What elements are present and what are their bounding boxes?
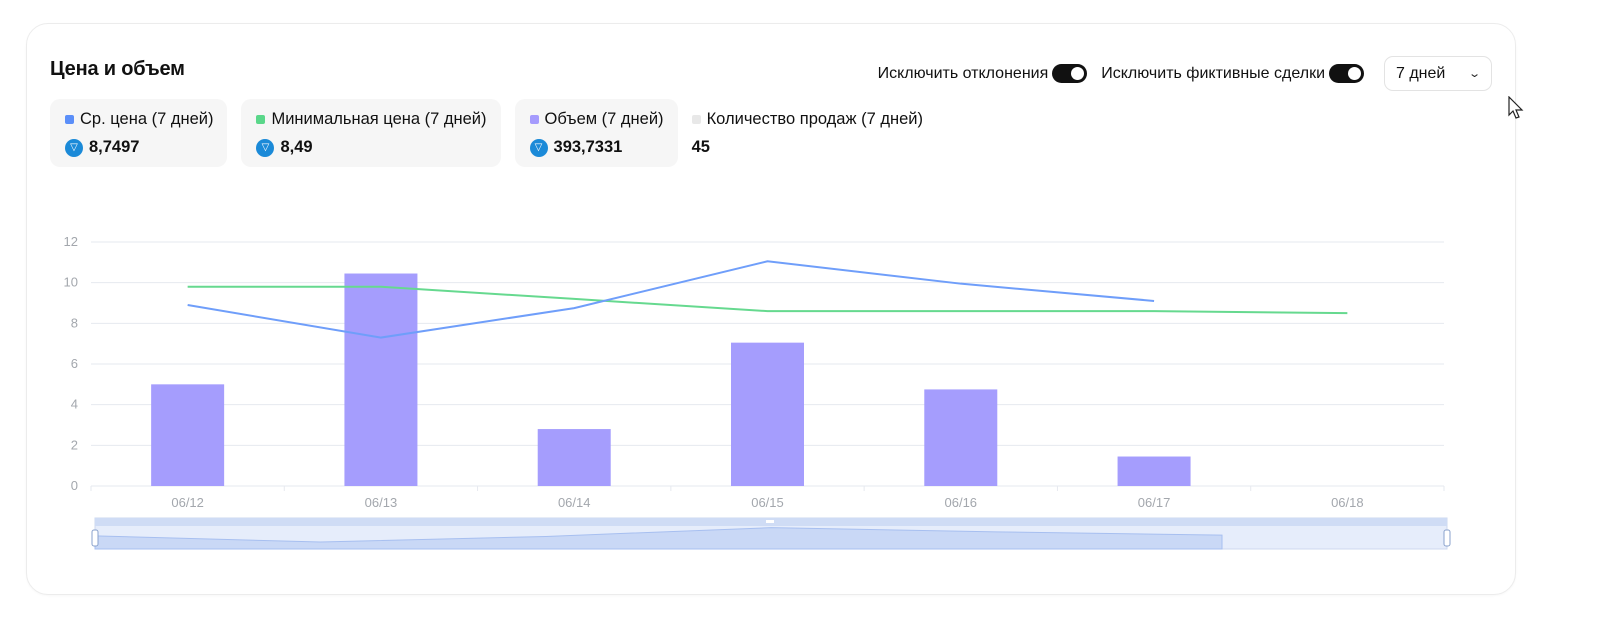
stat-sales-count: Количество продаж (7 дней) 45 bbox=[691, 99, 937, 167]
ton-icon: ▽ bbox=[256, 138, 275, 157]
chart-controls: Исключить отклонения Исключить фиктивные… bbox=[878, 56, 1492, 91]
zoom-slider-preview bbox=[94, 527, 1223, 550]
y-tick-label: 8 bbox=[71, 315, 78, 330]
volume-bar bbox=[151, 384, 225, 486]
volume-bar bbox=[1117, 456, 1191, 486]
x-tick-label: 06/13 bbox=[365, 495, 398, 510]
zoom-handle-right[interactable] bbox=[1443, 529, 1451, 547]
zoom-handle-left[interactable] bbox=[91, 529, 99, 547]
volume-bar bbox=[731, 342, 804, 486]
exclude-outliers-toggle[interactable] bbox=[1052, 64, 1088, 83]
legend-swatch-sales bbox=[691, 115, 701, 124]
x-tick-label: 06/18 bbox=[1331, 495, 1364, 510]
ton-icon: ▽ bbox=[529, 138, 548, 157]
avg-price-line bbox=[187, 260, 1155, 339]
stat-value: 45 bbox=[691, 138, 710, 156]
y-tick-label: 6 bbox=[71, 356, 78, 371]
zoom-drag-grip[interactable] bbox=[766, 520, 774, 523]
mouse-cursor-icon bbox=[1508, 96, 1524, 119]
period-select[interactable]: 7 дней ⌄ bbox=[1384, 56, 1492, 91]
stat-avg-price: Ср. цена (7 дней) ▽ 8,7497 bbox=[50, 99, 228, 167]
y-tick-label: 12 bbox=[64, 234, 78, 249]
volume-bar bbox=[537, 429, 611, 486]
legend-swatch-min bbox=[256, 115, 266, 124]
exclude-outliers-control: Исключить отклонения bbox=[878, 64, 1088, 83]
stat-label: Количество продаж (7 дней) bbox=[706, 110, 923, 128]
chevron-down-icon: ⌄ bbox=[1467, 68, 1481, 80]
stat-value: 8,49 bbox=[280, 138, 313, 156]
stat-label: Минимальная цена (7 дней) bbox=[271, 110, 487, 128]
stat-value: 8,7497 bbox=[89, 138, 140, 156]
stat-min-price: Минимальная цена (7 дней) ▽ 8,49 bbox=[241, 99, 501, 167]
stat-value: 393,7331 bbox=[553, 138, 623, 156]
stats-row: Ср. цена (7 дней) ▽ 8,7497 Минимальная це… bbox=[50, 99, 951, 167]
stat-volume: Объем (7 дней) ▽ 393,7331 bbox=[514, 99, 678, 167]
y-tick-label: 10 bbox=[64, 275, 78, 290]
volume-bar bbox=[924, 389, 998, 486]
stat-label: Объем (7 дней) bbox=[544, 110, 664, 128]
y-tick-label: 4 bbox=[71, 397, 78, 412]
exclude-wash-trades-control: Исключить фиктивные сделки bbox=[1101, 64, 1364, 83]
legend-swatch-volume bbox=[529, 115, 539, 124]
toggle-knob bbox=[1348, 67, 1361, 80]
x-tick-label: 06/17 bbox=[1138, 495, 1171, 510]
x-tick-label: 06/15 bbox=[751, 495, 784, 510]
exclude-wash-trades-label: Исключить фиктивные сделки bbox=[1101, 64, 1325, 82]
y-tick-label: 2 bbox=[71, 437, 78, 452]
x-tick-label: 06/16 bbox=[945, 495, 978, 510]
exclude-outliers-label: Исключить отклонения bbox=[877, 64, 1049, 82]
card-title: Цена и объем bbox=[50, 58, 185, 80]
volume-bar bbox=[344, 273, 418, 486]
legend-swatch-avg bbox=[65, 115, 74, 124]
stat-label: Ср. цена (7 дней) bbox=[80, 110, 214, 128]
y-tick-label: 0 bbox=[71, 478, 78, 493]
x-tick-label: 06/12 bbox=[171, 495, 204, 510]
min-price-line bbox=[187, 285, 1348, 315]
toggle-knob bbox=[1071, 67, 1085, 80]
ton-icon: ▽ bbox=[65, 138, 83, 157]
period-value: 7 дней bbox=[1396, 64, 1446, 82]
exclude-wash-trades-toggle[interactable] bbox=[1329, 64, 1364, 83]
x-tick-label: 06/14 bbox=[558, 495, 591, 510]
